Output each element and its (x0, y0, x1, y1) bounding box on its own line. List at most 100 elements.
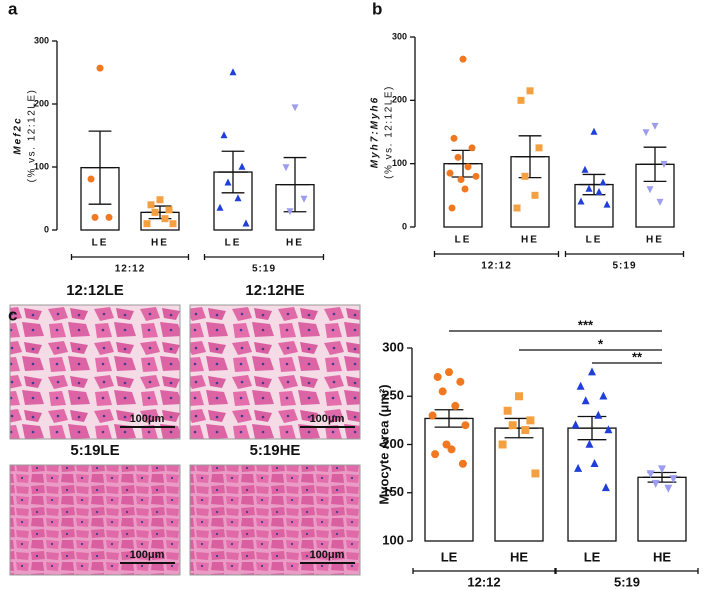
error-bar (579, 173, 609, 196)
group-label: 5:19 (252, 264, 276, 275)
y-tick-label: 250 (382, 388, 404, 403)
data-point (646, 470, 655, 479)
error-bar (640, 146, 670, 183)
significance-label: *** (578, 317, 594, 332)
y-tick-label: 300 (392, 31, 407, 41)
x-tick-label: LE (92, 238, 109, 249)
scale-bar-label: 100μm (310, 413, 345, 425)
y-tick-label: 300 (382, 339, 404, 354)
data-point (498, 440, 507, 449)
error-bar (448, 149, 478, 178)
y-axis-label: Myocyte Area (μm²) (376, 384, 391, 504)
micrograph-title: 5:19HE (250, 442, 301, 459)
data-point (590, 459, 599, 467)
y-tick-label: 0 (44, 224, 49, 234)
x-tick-label: HE (151, 238, 169, 249)
data-point (105, 213, 113, 221)
significance-label: ** (632, 349, 643, 364)
data-point (601, 483, 610, 492)
data-point (508, 421, 517, 430)
data-point (428, 411, 437, 420)
group-label: 12:12 (467, 574, 500, 589)
x-tick-label: HE (646, 235, 664, 246)
data-point (454, 153, 462, 161)
data-point (91, 213, 99, 221)
scale-bar-label: 100μm (130, 549, 165, 561)
data-point (438, 387, 447, 396)
group-label: 12:12 (115, 264, 146, 275)
data-point (442, 440, 451, 449)
data-point (238, 162, 246, 170)
y-tick-label: 100 (382, 532, 404, 547)
x-tick-label: HE (653, 549, 671, 564)
data-point (513, 204, 521, 212)
panel-label: c (8, 305, 17, 324)
data-point (447, 445, 456, 454)
bar (637, 476, 687, 542)
data-point (574, 463, 583, 472)
data-point (576, 381, 585, 390)
group-label: 5:19 (612, 261, 636, 272)
y-tick-label: 0 (402, 221, 407, 231)
data-point (472, 172, 480, 180)
scale-bar-label: 100μm (130, 413, 165, 425)
data-point (588, 367, 596, 376)
data-point (234, 194, 242, 202)
data-point (664, 484, 673, 493)
data-point (456, 377, 465, 386)
data-point (461, 185, 469, 193)
data-point (585, 439, 594, 448)
y-axis-label: Myh7:Myh6 (370, 96, 381, 168)
data-point (96, 64, 104, 72)
group-bracket (70, 254, 190, 260)
data-point (585, 184, 593, 192)
data-point (151, 208, 159, 216)
y-tick-label: 100 (392, 158, 407, 168)
data-point (651, 122, 659, 130)
data-point (161, 215, 169, 223)
data-point (459, 55, 467, 63)
data-point (526, 416, 535, 425)
error-bar (145, 205, 175, 220)
data-point (216, 203, 224, 211)
y-axis-sublabel: (% vs. 12:12LE) (384, 85, 395, 179)
data-point (282, 164, 290, 172)
data-point (464, 163, 472, 171)
y-tick-label: 150 (382, 484, 404, 499)
y-tick-label: 200 (392, 95, 407, 105)
micrograph (9, 304, 181, 440)
data-point (468, 144, 476, 152)
x-tick-label: HE (286, 238, 304, 249)
data-point (581, 165, 589, 173)
data-point (590, 127, 598, 135)
data-point (143, 220, 151, 228)
data-point (656, 198, 664, 206)
data-point (286, 208, 294, 216)
data-point (599, 178, 607, 186)
micrograph (189, 304, 361, 440)
error-bar (500, 417, 538, 439)
data-point (599, 391, 608, 400)
data-point (457, 176, 465, 183)
scale-bar-label: 100μm (310, 549, 345, 561)
data-point (603, 200, 611, 208)
x-tick-label: LE (225, 238, 242, 249)
data-point (450, 134, 458, 142)
data-point (604, 425, 613, 434)
y-tick-label: 200 (34, 98, 49, 108)
data-point (531, 469, 540, 478)
data-point (660, 160, 668, 168)
y-axis-sublabel: (% vs. 12:12LE) (27, 89, 38, 183)
x-tick-label: LE (584, 549, 601, 564)
data-point (169, 220, 177, 228)
data-point (461, 421, 470, 430)
data-point (651, 479, 660, 488)
data-point (300, 195, 308, 203)
data-point (526, 87, 534, 95)
x-tick-label: LE (441, 549, 458, 564)
data-point (445, 368, 453, 377)
data-point (535, 144, 543, 152)
group-bracket (412, 568, 556, 574)
micrograph (9, 464, 181, 576)
